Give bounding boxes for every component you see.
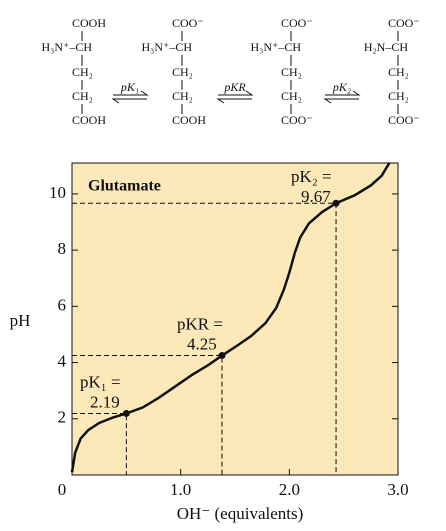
structure-text: CH₂ [72, 65, 93, 79]
structure-text: COOH [72, 16, 106, 30]
guide-line [72, 355, 223, 475]
x-axis-label: OH⁻ (equivalents) [177, 504, 304, 523]
annotation-value: 9.67 [301, 187, 331, 206]
equilibrium-arrow [111, 90, 149, 104]
structure-text: CH₂ [172, 65, 193, 79]
y-axis-label: pH [10, 311, 31, 330]
pk-point [218, 352, 226, 360]
equilibrium-arrow [216, 90, 254, 104]
structure-text: H₃N⁺–CH [41, 40, 92, 54]
structure-text: COO⁻ [172, 16, 204, 30]
x-tick-label: 1.0 [170, 480, 191, 499]
annotation-label: pK₁ = [80, 372, 121, 391]
structure-text: CH₂ [72, 89, 93, 103]
x-tick-label: 2.0 [279, 480, 300, 499]
equilibrium-arrow [323, 90, 361, 104]
equilibrium-label: pK₂ [332, 80, 351, 94]
y-tick-label: 2 [58, 408, 67, 427]
chart-title: Glutamate [88, 178, 161, 195]
structure-text: H₃N⁺–CH [250, 40, 301, 54]
structure-text: CH₂ [172, 89, 193, 103]
structure-text: CH₂ [388, 65, 409, 79]
y-tick-label: 4 [58, 351, 67, 370]
annotation-label: pKR = [177, 314, 223, 333]
structure-text: CH₂ [281, 65, 302, 79]
y-tick-label: 10 [49, 183, 66, 202]
titration-curve [70, 162, 391, 473]
pk-point [122, 409, 130, 417]
structure-text: CH₂ [388, 89, 409, 103]
annotation-value: 4.25 [187, 334, 217, 353]
plot-area [71, 162, 399, 476]
structure-text: COO⁻ [281, 16, 313, 30]
equilibrium-label: pK₁ [120, 80, 139, 94]
structure-text: COO⁻ [388, 16, 420, 30]
structure-text: H₃N⁺–CH [141, 40, 192, 54]
guide-line [72, 412, 127, 475]
structure-text: COO⁻ [281, 113, 313, 127]
annotation-label: pK₂ = [291, 167, 332, 186]
structure-text: H₂N–CH [364, 40, 409, 54]
structure-text: COO⁻ [388, 113, 420, 127]
equilibrium-label: pKR [223, 80, 246, 94]
pk-point [332, 199, 340, 207]
annotation-value: 2.19 [90, 392, 120, 411]
structure-text: CH₂ [281, 89, 302, 103]
structure-text: COOH [72, 113, 106, 127]
structure-text: COOH [172, 113, 206, 127]
x-tick-label: 3.0 [387, 480, 408, 499]
x-tick-label: 0 [58, 480, 67, 499]
y-tick-label: 6 [58, 295, 67, 314]
y-tick-label: 8 [58, 239, 67, 258]
